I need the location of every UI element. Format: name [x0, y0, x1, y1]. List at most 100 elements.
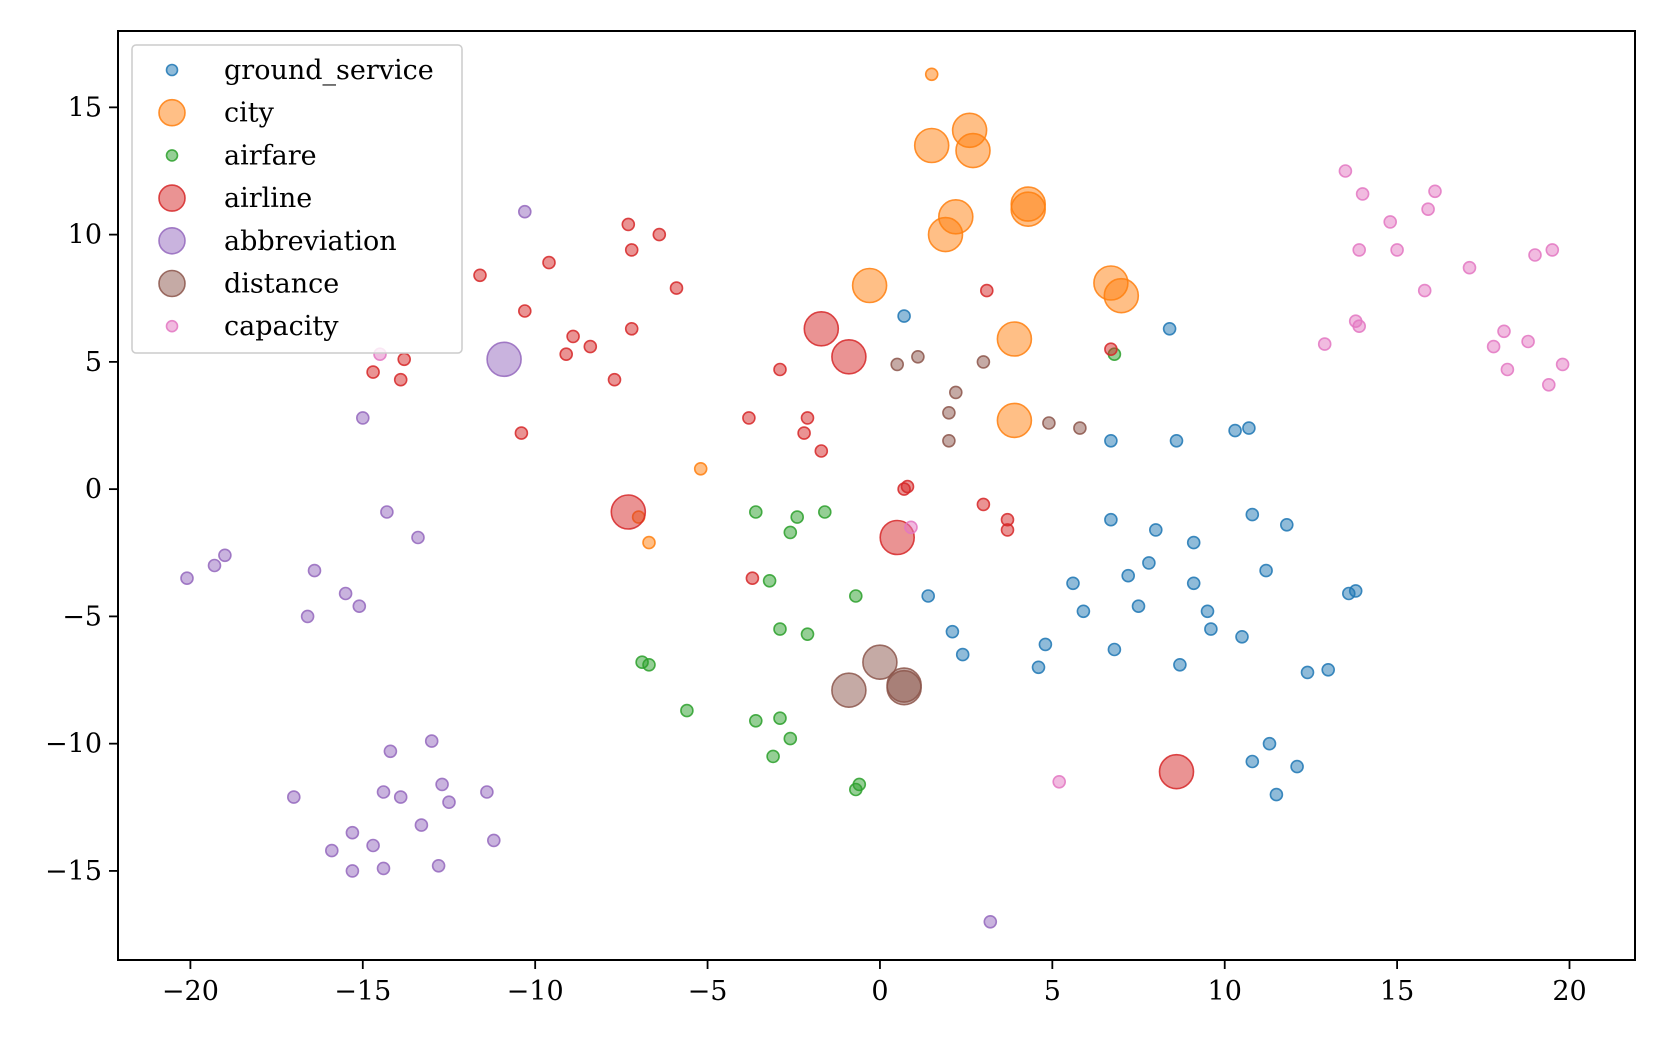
point-ground_service-small-18 — [921, 589, 936, 603]
point-city-large-10 — [996, 321, 1033, 357]
point-capacity-small-7 — [1383, 215, 1397, 229]
point-distance-small-7 — [942, 433, 956, 448]
legend-marker-city — [158, 98, 186, 127]
y-axis: −15 −10 −5 0 5 10 15 — [45, 92, 118, 887]
point-ground_service-small-21 — [1200, 604, 1215, 619]
data-points — [180, 67, 1570, 929]
point-ground_service-small-8 — [1245, 507, 1260, 522]
legend-label-abbreviation: abbreviation — [224, 226, 397, 257]
point-city-large-4 — [1010, 191, 1046, 227]
point-ground_service-small-1 — [1162, 321, 1177, 336]
point-abbreviation-small-26 — [345, 864, 360, 878]
x-tick-label: 5 — [1044, 976, 1061, 1007]
point-airfare-small-10 — [642, 657, 656, 672]
point-abbreviation-small-27 — [983, 914, 998, 929]
point-airline-small-14 — [366, 365, 380, 379]
point-ground_service-small-10 — [1186, 535, 1201, 550]
plot-frame — [117, 30, 1636, 961]
point-airline-small-24 — [897, 482, 911, 496]
point-airline-large-2 — [610, 494, 647, 530]
point-airfare-small-5 — [762, 573, 777, 588]
point-capacity-small-15 — [1352, 319, 1366, 334]
y-tick-label: 0 — [85, 474, 102, 505]
point-capacity-small-11 — [1528, 248, 1542, 262]
point-airline-small-11 — [559, 347, 574, 362]
point-airline-small-0 — [621, 217, 636, 232]
x-tick-label: 0 — [871, 976, 888, 1007]
legend-label-distance: distance — [224, 269, 339, 300]
legend-marker-distance — [158, 269, 186, 298]
point-capacity-small-4 — [1355, 187, 1370, 201]
point-capacity-small-1 — [904, 520, 918, 535]
point-ground_service-small-23 — [1235, 629, 1249, 644]
point-ground_service-small-12 — [1121, 568, 1135, 583]
point-ground_service-small-32 — [1262, 736, 1277, 751]
point-city-large-1 — [913, 127, 950, 164]
point-airline-small-22 — [814, 444, 829, 458]
point-capacity-small-12 — [1545, 243, 1560, 257]
point-city-small-1 — [693, 461, 708, 476]
point-airfare-small-1 — [748, 505, 763, 519]
point-distance-large-1 — [831, 672, 867, 709]
point-airline-small-3 — [542, 255, 556, 270]
point-airline-small-9 — [624, 321, 639, 336]
point-city-large-9 — [1103, 277, 1140, 314]
point-airfare-small-2 — [790, 510, 805, 524]
point-city-small-0 — [924, 67, 939, 82]
point-abbreviation-small-16 — [435, 777, 449, 792]
y-tick-label: 5 — [85, 347, 102, 378]
point-airline-small-25 — [976, 497, 991, 512]
point-airfare-small-4 — [783, 525, 798, 540]
point-capacity-small-18 — [1497, 324, 1511, 339]
point-airline-small-7 — [517, 304, 532, 318]
point-abbreviation-small-3 — [411, 530, 425, 545]
point-capacity-small-16 — [1317, 337, 1332, 351]
point-abbreviation-small-18 — [480, 785, 494, 799]
point-ground_service-small-22 — [1204, 622, 1218, 636]
point-capacity-small-17 — [1486, 339, 1501, 354]
legend-marker-capacity — [165, 319, 179, 333]
series-distance — [831, 349, 1087, 709]
point-capacity-small-2 — [1052, 774, 1066, 789]
point-capacity-small-3 — [1338, 164, 1353, 178]
point-city-large-6 — [927, 216, 964, 253]
point-abbreviation-small-10 — [300, 609, 315, 624]
point-ground_service-small-15 — [1186, 576, 1201, 591]
point-ground_service-small-7 — [1149, 523, 1163, 537]
series-airline — [366, 217, 1195, 790]
point-ground_service-small-29 — [1173, 657, 1187, 672]
point-ground_service-small-0 — [897, 309, 911, 323]
point-abbreviation-small-6 — [180, 571, 194, 586]
point-abbreviation-small-2 — [380, 505, 394, 519]
point-airline-small-15 — [393, 372, 408, 387]
point-ground_service-small-13 — [1259, 563, 1273, 578]
point-airline-small-20 — [797, 426, 811, 440]
legend-marker-airfare — [165, 149, 179, 162]
point-airline-small-12 — [1104, 342, 1118, 357]
point-abbreviation-small-24 — [431, 858, 446, 873]
point-airfare-small-17 — [848, 782, 863, 797]
point-distance-small-6 — [1073, 421, 1087, 435]
point-abbreviation-small-0 — [517, 204, 532, 219]
point-city-large-11 — [996, 402, 1033, 439]
point-abbreviation-small-12 — [383, 744, 398, 759]
point-airfare-small-14 — [783, 731, 798, 746]
legend-marker-airline — [158, 184, 186, 212]
point-capacity-small-22 — [1542, 377, 1556, 392]
x-tick-label: −10 — [507, 976, 564, 1007]
point-abbreviation-small-22 — [366, 838, 380, 853]
x-tick-label: 20 — [1552, 976, 1586, 1007]
point-capacity-small-9 — [1352, 243, 1366, 257]
legend-label-airfare: airfare — [224, 140, 317, 171]
point-abbreviation-small-21 — [324, 843, 339, 858]
legend-label-city: city — [224, 98, 275, 129]
point-airline-small-13 — [397, 352, 412, 367]
point-ground_service-small-2 — [1104, 433, 1118, 448]
point-abbreviation-small-1 — [355, 411, 370, 425]
legend-label-airline: airline — [224, 183, 312, 214]
point-ground_service-small-9 — [1280, 517, 1294, 532]
point-distance-large-3 — [886, 669, 922, 706]
x-tick-label: 10 — [1208, 976, 1242, 1007]
